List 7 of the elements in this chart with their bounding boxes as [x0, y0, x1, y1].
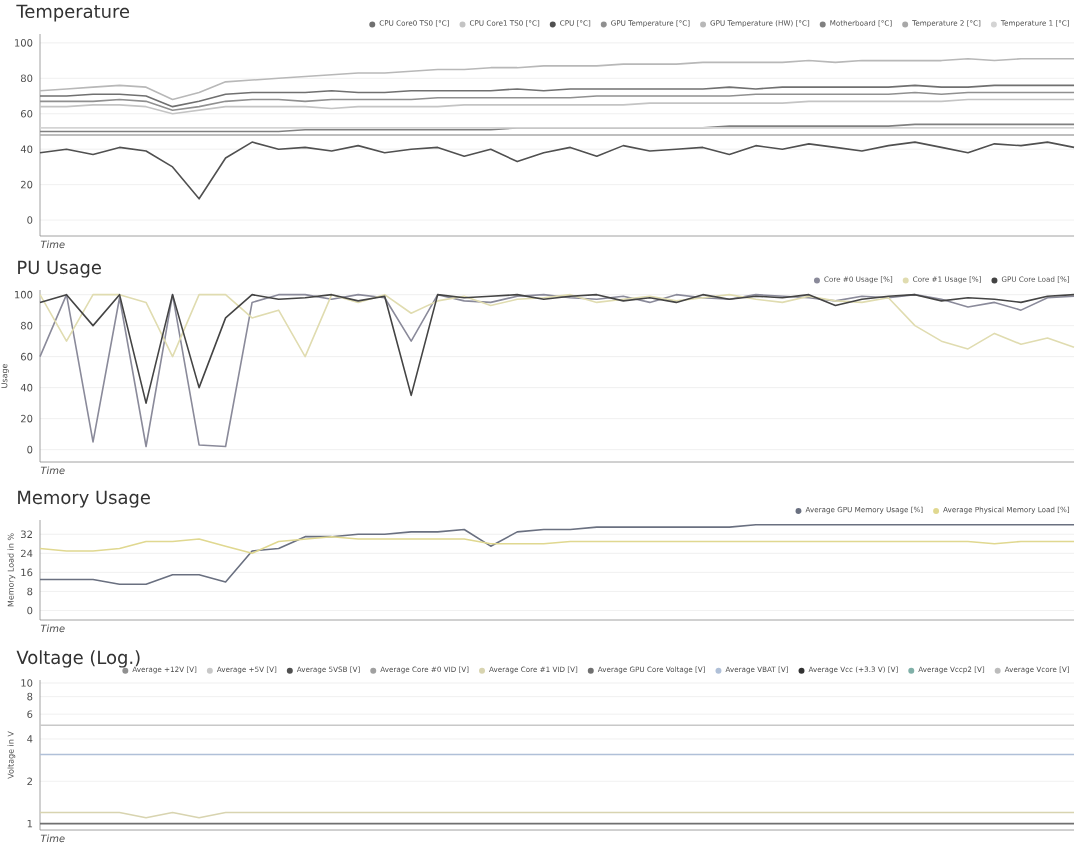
line-series [39, 293, 1075, 358]
line-series [39, 141, 1075, 200]
chart-title: PU Usage [18, 260, 101, 278]
chart-title: Voltage (Log.) [16, 650, 140, 668]
chart-title: Temperature [16, 4, 130, 22]
line-series [39, 293, 1075, 404]
chart-title: Memory Usage [18, 490, 150, 508]
